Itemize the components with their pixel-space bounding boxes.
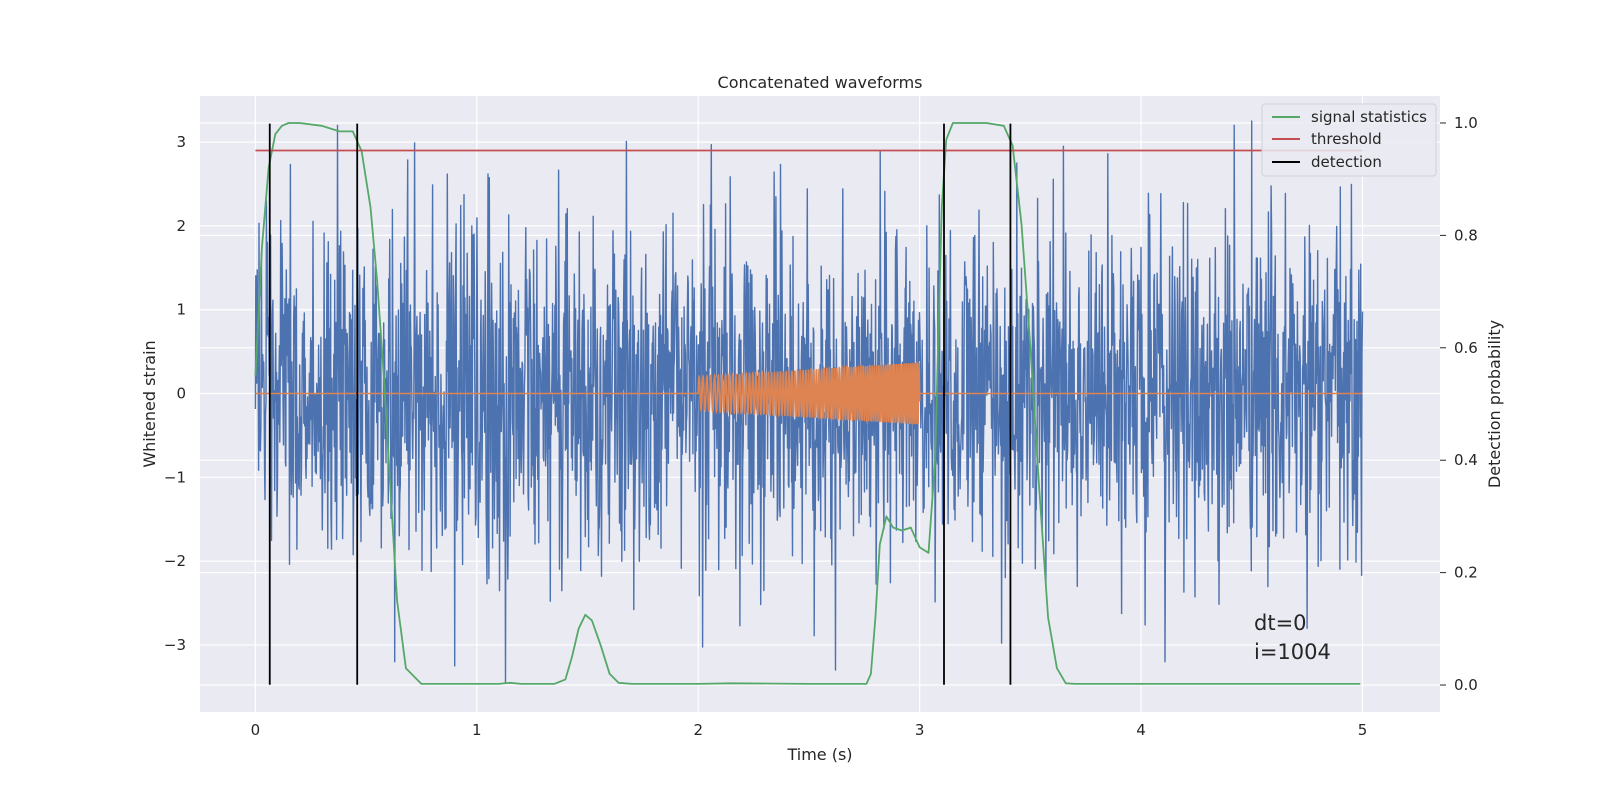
x-tick-label: 5 [1358,721,1368,739]
annotation-i: i=1004 [1254,640,1331,664]
y-tick-label-right: 0.6 [1454,339,1478,357]
ticks: 0 1 2 3 4 5 −3 −2 −1 0 1 2 3 0.0 0.2 0.4 0.6 0.8 1.0 [164,114,1478,739]
y-tick-label-right: 0.0 [1454,676,1478,694]
plot-content [254,120,1364,685]
y-axis-label-right: Detection probability [1485,320,1504,488]
legend-label-detection: detection [1311,153,1382,171]
x-tick-label: 0 [251,721,261,739]
x-axis-label: Time (s) [786,745,852,764]
series-injected-waveform [255,361,1363,425]
series-whitened-strain [254,120,1364,684]
y-tick-label-right: 0.8 [1454,226,1478,244]
y-tick-label-right: 1.0 [1454,114,1478,132]
x-tick-label: 4 [1136,721,1146,739]
y-tick-label-left: 0 [176,385,186,403]
x-tick-label: 2 [693,721,703,739]
legend-label-signal-statistics: signal statistics [1311,108,1427,126]
y-axis-label-left: Whitened strain [140,340,159,467]
y-tick-label-left: 3 [176,133,186,151]
annotation-dt: dt=0 [1254,611,1307,635]
legend-label-threshold: threshold [1311,130,1382,148]
y-tick-label-left: −3 [164,636,186,654]
legend-box [1261,103,1437,177]
y-tick-label-left: 1 [176,301,186,319]
legend: signal statistics threshold detection [1261,103,1437,177]
x-tick-label: 3 [915,721,925,739]
y-tick-label-right: 0.2 [1454,564,1478,582]
y-tick-label-left: −1 [164,468,186,486]
y-tick-label-left: 2 [176,217,186,235]
y-tick-label-left: −2 [164,552,186,570]
chart-title: Concatenated waveforms [718,73,923,92]
y-tick-label-right: 0.4 [1454,451,1478,469]
x-tick-label: 1 [472,721,482,739]
